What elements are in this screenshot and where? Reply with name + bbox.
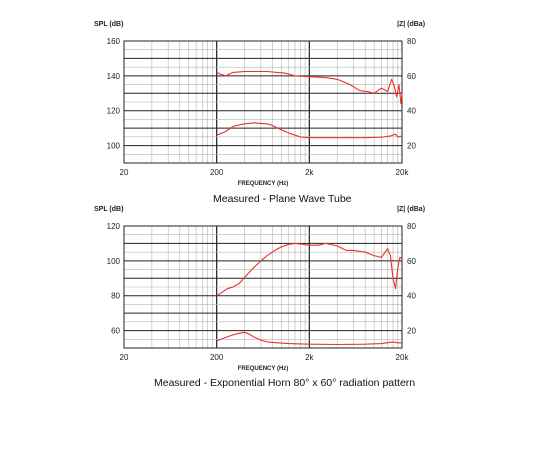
y-right-tick-label-60: 60 xyxy=(407,257,416,266)
y-right-tick-label-40: 40 xyxy=(407,107,416,116)
impedance-series-line xyxy=(216,122,403,139)
y-right-tick-label-20: 20 xyxy=(407,142,416,151)
x-axis-title: FREQUENCY (Hz) xyxy=(238,366,289,372)
y-left-tick-label-100: 100 xyxy=(107,257,121,266)
y-right-tick-label-80: 80 xyxy=(407,37,416,46)
spl-series-line xyxy=(216,242,403,297)
y-left-tick-label-120: 120 xyxy=(107,222,121,231)
y-right-tick-label-60: 60 xyxy=(407,72,416,81)
y-left-tick-label-80: 80 xyxy=(111,292,120,301)
x-tick-label-20k: 20k xyxy=(396,168,410,177)
y-left-tick-label-120: 120 xyxy=(107,107,121,116)
chart-panel-plane-wave-tube: 100 120 140 160 20 40 60 80 20 200 2k 20k SPL (dB) |Z… xyxy=(94,21,425,187)
x-tick-label-200: 200 xyxy=(210,353,224,362)
x-tick-label-20: 20 xyxy=(120,168,129,177)
y-right-axis-title: |Z| (dBa) xyxy=(397,206,425,213)
y-left-axis-title: SPL (dB) xyxy=(94,21,123,28)
x-tick-label-20: 20 xyxy=(120,353,129,362)
impedance-series-line xyxy=(216,331,402,346)
y-left-axis-title: SPL (dB) xyxy=(94,206,123,213)
chart-caption-plane-wave-tube: Measured - Plane Wave Tube xyxy=(213,193,352,205)
x-axis-title: FREQUENCY (Hz) xyxy=(238,181,289,187)
y-right-axis-title: |Z| (dBa) xyxy=(397,21,425,28)
x-tick-label-2k: 2k xyxy=(305,168,314,177)
y-right-tick-label-40: 40 xyxy=(407,292,416,301)
plot-frame xyxy=(123,40,403,164)
y-left-tick-label-140: 140 xyxy=(107,72,121,81)
y-right-tick-label-80: 80 xyxy=(407,222,416,231)
y-left-tick-label-60: 60 xyxy=(111,327,120,336)
spl-series-line xyxy=(216,70,403,105)
y-left-tick-label-160: 160 xyxy=(107,37,121,46)
y-left-tick-label-100: 100 xyxy=(107,142,121,151)
x-tick-label-200: 200 xyxy=(210,168,224,177)
plot-frame xyxy=(123,225,403,349)
y-right-tick-label-20: 20 xyxy=(407,327,416,336)
chart-caption-exponential-horn: Measured - Exponential Horn 80° x 60° ra… xyxy=(154,377,416,389)
x-tick-label-2k: 2k xyxy=(305,353,314,362)
chart-panel-exponential-horn: 60 80 100 120 20 40 60 80 20 200 2k 20k SPL (dB) |Z| … xyxy=(94,206,425,372)
x-tick-label-20k: 20k xyxy=(396,353,410,362)
